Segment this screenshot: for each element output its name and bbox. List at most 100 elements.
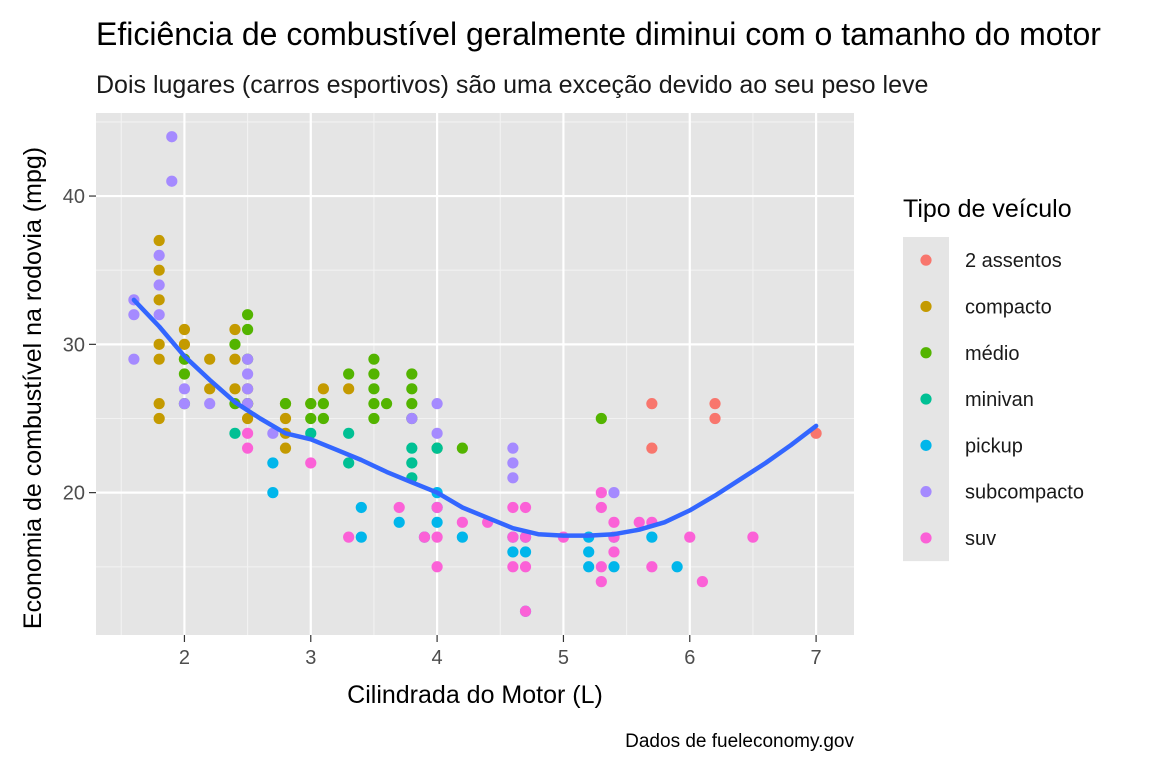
point-suv	[519, 605, 532, 617]
point-compacto	[178, 323, 191, 336]
x-axis-title: Cilindrada do Motor (L)	[347, 681, 603, 709]
legend-label: minivan	[965, 389, 1034, 411]
point-suv	[431, 561, 443, 573]
point-suv	[696, 576, 709, 588]
point-pickup	[507, 546, 519, 558]
point-compacto	[204, 383, 216, 395]
point-medio	[406, 398, 418, 410]
point-medio	[279, 398, 292, 410]
point-suv	[242, 427, 254, 439]
point-suv	[519, 531, 532, 543]
y-tick-label: 30	[63, 334, 85, 356]
legend-label: suv	[965, 528, 996, 550]
point-pickup	[583, 561, 595, 573]
point-subcompacto	[153, 279, 165, 291]
point-compacto	[178, 338, 191, 350]
point-subcompacto	[507, 442, 519, 454]
point-suv	[507, 501, 519, 514]
legend-key	[920, 393, 932, 405]
point-compacto	[153, 412, 165, 425]
point-suv	[519, 561, 532, 573]
point-medio	[242, 323, 254, 336]
point-medio	[317, 398, 329, 410]
point-suv	[608, 546, 620, 558]
point-compacto	[153, 338, 165, 350]
point-suv	[747, 531, 759, 543]
point-subcompacto	[204, 398, 216, 410]
legend-key	[920, 254, 932, 266]
legend-label: subcompacto	[965, 482, 1084, 504]
point-compacto	[153, 264, 165, 276]
point-subcompacto	[178, 383, 191, 395]
grid-lines	[96, 113, 854, 635]
y-axis-title: Economia de combustível na rodovia (mpg)	[19, 147, 47, 629]
legend-label: 2 assentos	[965, 250, 1062, 272]
chart-title: Eficiência de combustível geralmente dim…	[96, 16, 1101, 52]
legend-key	[920, 486, 932, 498]
x-tick-label: 5	[558, 647, 569, 669]
point-compacto	[343, 383, 355, 395]
point-medio	[343, 368, 355, 380]
point-medio	[456, 442, 468, 454]
point-suv	[684, 531, 696, 543]
point-subcompacto	[431, 427, 443, 439]
point-minivan	[406, 442, 418, 454]
point-minivan	[343, 457, 355, 469]
point-suv	[646, 561, 658, 573]
point-suv	[595, 576, 607, 588]
point-subcompacto	[507, 457, 519, 469]
point-medio	[368, 383, 380, 395]
legend-key	[920, 347, 932, 359]
point-subcompacto	[267, 427, 279, 439]
point-pickup	[583, 546, 595, 558]
point-subcompacto	[178, 398, 191, 410]
point-2-assentos	[709, 412, 721, 425]
point-compacto	[242, 412, 254, 425]
point-subcompacto	[242, 353, 254, 365]
point-subcompacto	[128, 309, 140, 321]
point-medio	[368, 398, 380, 410]
point-compacto	[204, 353, 216, 365]
point-medio	[178, 368, 191, 380]
x-tick-label: 7	[811, 647, 822, 669]
point-subcompacto	[128, 353, 140, 365]
point-medio	[317, 412, 329, 425]
point-compacto	[229, 323, 241, 336]
point-pickup	[456, 531, 468, 543]
point-pickup	[519, 546, 532, 558]
point-pickup	[267, 487, 279, 499]
point-pickup	[393, 516, 405, 528]
point-2-assentos	[646, 398, 658, 410]
point-suv	[507, 531, 519, 543]
point-subcompacto	[166, 131, 178, 143]
point-suv	[305, 457, 317, 469]
point-subcompacto	[406, 412, 418, 425]
point-suv	[608, 516, 620, 528]
point-minivan	[305, 427, 317, 439]
point-medio	[305, 398, 317, 410]
point-compacto	[317, 383, 329, 395]
point-suv	[242, 442, 254, 454]
point-compacto	[279, 412, 292, 425]
x-tick-label: 4	[432, 647, 443, 669]
point-compacto	[153, 398, 165, 410]
point-compacto	[153, 353, 165, 365]
point-medio	[229, 338, 241, 350]
chart-caption: Dados de fueleconomy.gov	[625, 731, 854, 752]
point-minivan	[343, 427, 355, 439]
point-pickup	[671, 561, 683, 573]
x-tick-label: 3	[305, 647, 316, 669]
point-suv	[343, 531, 355, 543]
point-subcompacto	[166, 175, 178, 187]
point-medio	[368, 368, 380, 380]
legend-label: médio	[965, 343, 1019, 365]
point-compacto	[229, 353, 241, 365]
point-subcompacto	[431, 398, 443, 410]
point-subcompacto	[242, 368, 254, 380]
point-medio	[595, 412, 607, 425]
point-suv	[431, 501, 443, 514]
axes: 2 3 4 5 6 7 20 30 40	[63, 186, 822, 669]
legend-key	[920, 439, 932, 451]
legend-key	[920, 532, 932, 544]
point-pickup	[608, 561, 620, 573]
